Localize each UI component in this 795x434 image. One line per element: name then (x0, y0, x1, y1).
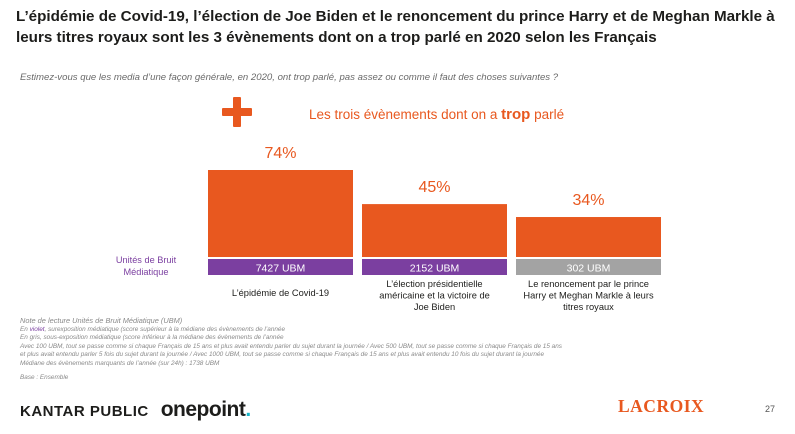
page-title: L’épidémie de Covid-19, l’élection de Jo… (16, 8, 775, 46)
reading-note: Note de lecture Unités de Bruit Médiatiq… (20, 316, 660, 382)
bar-2 (516, 217, 661, 257)
ubm-bar-2 (516, 259, 661, 275)
ubm-bar-1 (362, 259, 507, 275)
ubm-value-0: 7427 UBM (256, 263, 306, 275)
la-croix-logo: LACROIX (618, 396, 705, 416)
footer-logos: KANTAR PUBLIC onepoint. (20, 398, 251, 422)
plus-icon (222, 97, 252, 127)
note-line-3: Avec 100 UBM, tout se passe comme si cha… (20, 342, 562, 350)
question-subtitle: Estimez-vous que les media d’une façon g… (20, 72, 559, 83)
headline-suffix: parlé (534, 107, 565, 122)
value-label-0: 74% (264, 145, 296, 162)
ubm-row-label: Unités de Bruit Médiatique (115, 255, 177, 277)
ubm-bar-0 (208, 259, 353, 275)
onepoint-logo: onepoint. (160, 398, 252, 421)
value-label-1: 45% (418, 179, 450, 196)
chart-headline: Les trois évènements dont on a trop parl… (309, 106, 564, 123)
page-number: 27 (765, 404, 776, 414)
category-label-0: L’épidémie de Covid-19 (232, 288, 329, 298)
note-line-4: et plus avait entendu parler 5 fois du s… (20, 351, 544, 359)
ubm-value-1: 2152 UBM (410, 263, 460, 275)
note-base: Base : Ensemble (20, 374, 69, 382)
bar-0 (208, 170, 353, 257)
note-line-1: En violet, surexposition médiatique (sco… (20, 326, 286, 333)
category-label-2: Le renoncement par le prince Harry et Meg… (523, 279, 654, 312)
note-title: Note de lecture Unités de Bruit Médiatiq… (20, 316, 183, 325)
headline-emphasis: trop (501, 106, 531, 123)
note-line-5: Médiane des évènements marquants de l’an… (20, 359, 220, 367)
kantar-public-logo: KANTAR PUBLIC (20, 403, 149, 420)
ubm-value-2: 302 UBM (567, 263, 611, 275)
value-label-2: 34% (572, 192, 604, 209)
note-line-2: En gris, sous-exposition médiatique (sco… (20, 334, 284, 342)
headline-prefix: Les trois évènements dont on a (309, 107, 498, 122)
bar-1 (362, 204, 507, 257)
category-label-1: L’élection présidentielle américaine et l… (379, 279, 490, 312)
